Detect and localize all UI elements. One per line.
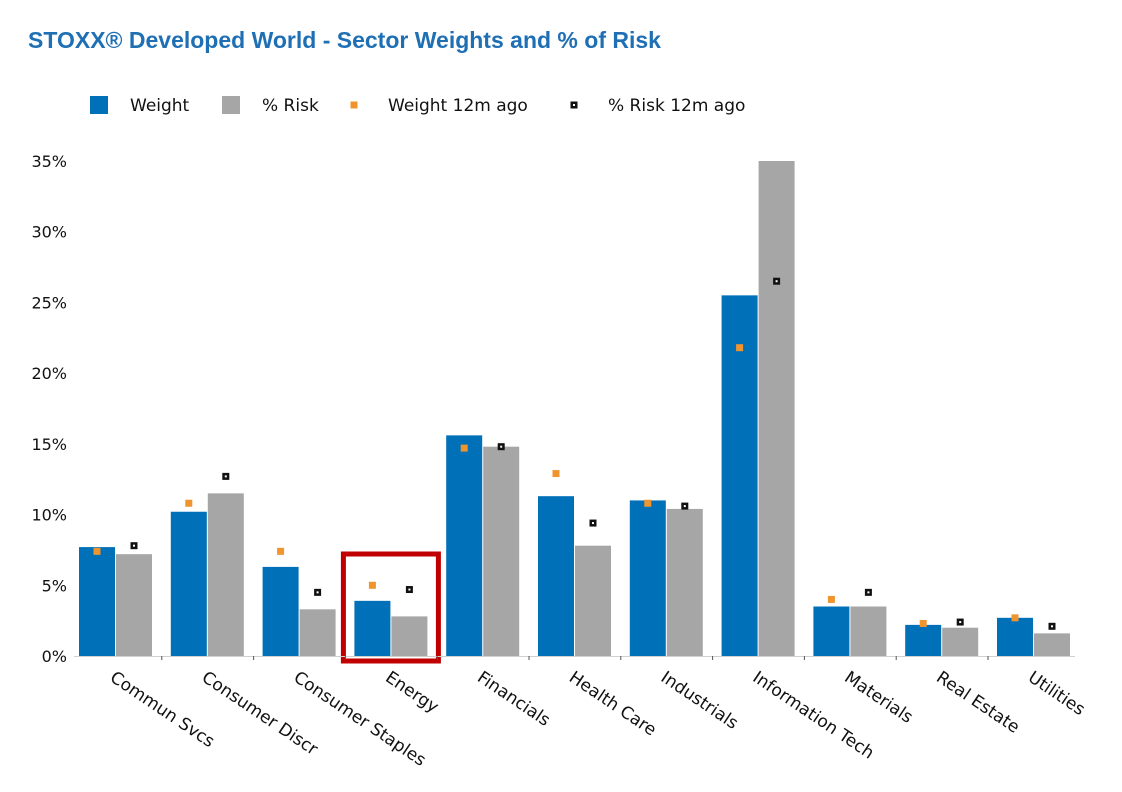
marker-weight-12m-ago-commun-svcs [93,547,101,555]
marker-center-dot [500,445,503,448]
legend-item-weight-12m-ago: Weight 12m ago [350,96,528,116]
x-tick-label: Energy [382,668,443,718]
bar-weight-commun-svcs [79,547,115,656]
legend-label: Weight 12m ago [388,96,528,116]
bar-risk-energy [391,616,428,656]
bar-weight-materials [813,606,850,656]
y-tick-label: 5% [42,576,67,595]
marker-center-dot [133,544,135,547]
category-energy [354,581,428,656]
category-materials [813,588,887,656]
category-information-tech [721,161,795,656]
legend-label: % Risk [262,96,319,116]
marker-weight-12m-ago-industrials [644,499,652,507]
y-tick-label: 25% [31,293,67,312]
bar-weight-information-tech [721,295,758,656]
x-tick-label: Materials [841,668,917,728]
marker-center-dot [316,591,319,594]
category-financials [446,435,520,656]
bar-risk-information-tech [758,161,795,656]
bar-weight-financials [446,435,483,656]
bar-weight-consumer-discr [170,511,207,656]
y-tick-label: 10% [31,506,67,525]
y-tick-label: 35% [31,152,67,171]
legend-item-weight: Weight [90,96,190,116]
highlight-box [340,551,441,664]
legend-swatch [90,96,108,114]
marker-center-dot [775,280,778,283]
y-tick-label: 0% [42,647,67,666]
x-tick-label: Utilities [1024,668,1088,720]
category-health-care [538,470,611,656]
bar-weight-industrials [629,500,666,656]
marker-weight-12m-ago-utilities [1011,614,1019,622]
marker-weight-12m-ago-health-care [552,470,560,478]
category-commun-svcs [79,542,152,656]
bar-weight-utilities [997,617,1033,656]
category-real-estate [905,618,979,656]
legend-swatch-dot [573,104,575,106]
y-axis: 0% 5% 10% 15% 20% 25% 30% 35% [31,152,67,666]
x-tick-label: Real Estate [932,668,1023,738]
y-tick-label: 20% [31,364,67,383]
legend-swatch [222,96,240,114]
marker-weight-12m-ago-real-estate [919,619,927,627]
category-industrials [629,499,703,656]
bar-risk-consumer-discr [207,493,244,656]
bar-weight-real-estate [905,624,942,656]
bar-risk-utilities [1034,633,1070,656]
plot-area [79,161,1070,664]
x-tick-label: Health Care [565,668,660,741]
legend-item-risk: % Risk [222,96,319,116]
marker-center-dot [959,621,962,624]
bar-risk-health-care [575,545,611,656]
legend-item-risk-12m-ago: % Risk 12m ago [570,96,745,116]
bar-risk-financials [483,446,520,656]
marker-weight-12m-ago-information-tech [736,344,744,352]
chart-title: STOXX® Developed World - Sector Weights … [28,27,661,53]
marker-weight-12m-ago-consumer-discr [185,499,193,507]
legend-label: % Risk 12m ago [608,96,745,116]
marker-center-dot [592,522,594,525]
category-consumer-discr [170,472,244,656]
marker-center-dot [408,588,411,591]
marker-center-dot [683,505,686,508]
legend: Weight % Risk Weight 12m ago % Risk 12m ago [90,96,745,116]
category-consumer-staples [262,547,336,656]
bar-weight-health-care [538,496,574,656]
x-tick-label: Financials [473,668,553,731]
y-tick-label: 15% [31,435,67,454]
category-utilities [997,614,1070,656]
marker-weight-12m-ago-financials [460,444,468,452]
x-tick-label: Industrials [657,668,742,734]
marker-center-dot [1051,625,1053,628]
marker-weight-12m-ago-materials [827,595,835,603]
legend-swatch [350,101,358,109]
bar-risk-real-estate [942,627,979,656]
marker-center-dot [224,475,227,478]
bar-risk-industrials [666,508,703,656]
marker-center-dot [867,591,870,594]
bar-weight-consumer-staples [262,566,299,656]
marker-weight-12m-ago-energy [368,581,376,589]
bar-risk-commun-svcs [116,554,152,656]
bar-weight-energy [354,600,391,656]
legend-label: Weight [130,96,190,116]
marker-weight-12m-ago-consumer-staples [277,547,285,555]
y-tick-label: 30% [31,223,67,242]
bar-risk-consumer-staples [299,609,336,656]
bar-risk-materials [850,606,887,656]
